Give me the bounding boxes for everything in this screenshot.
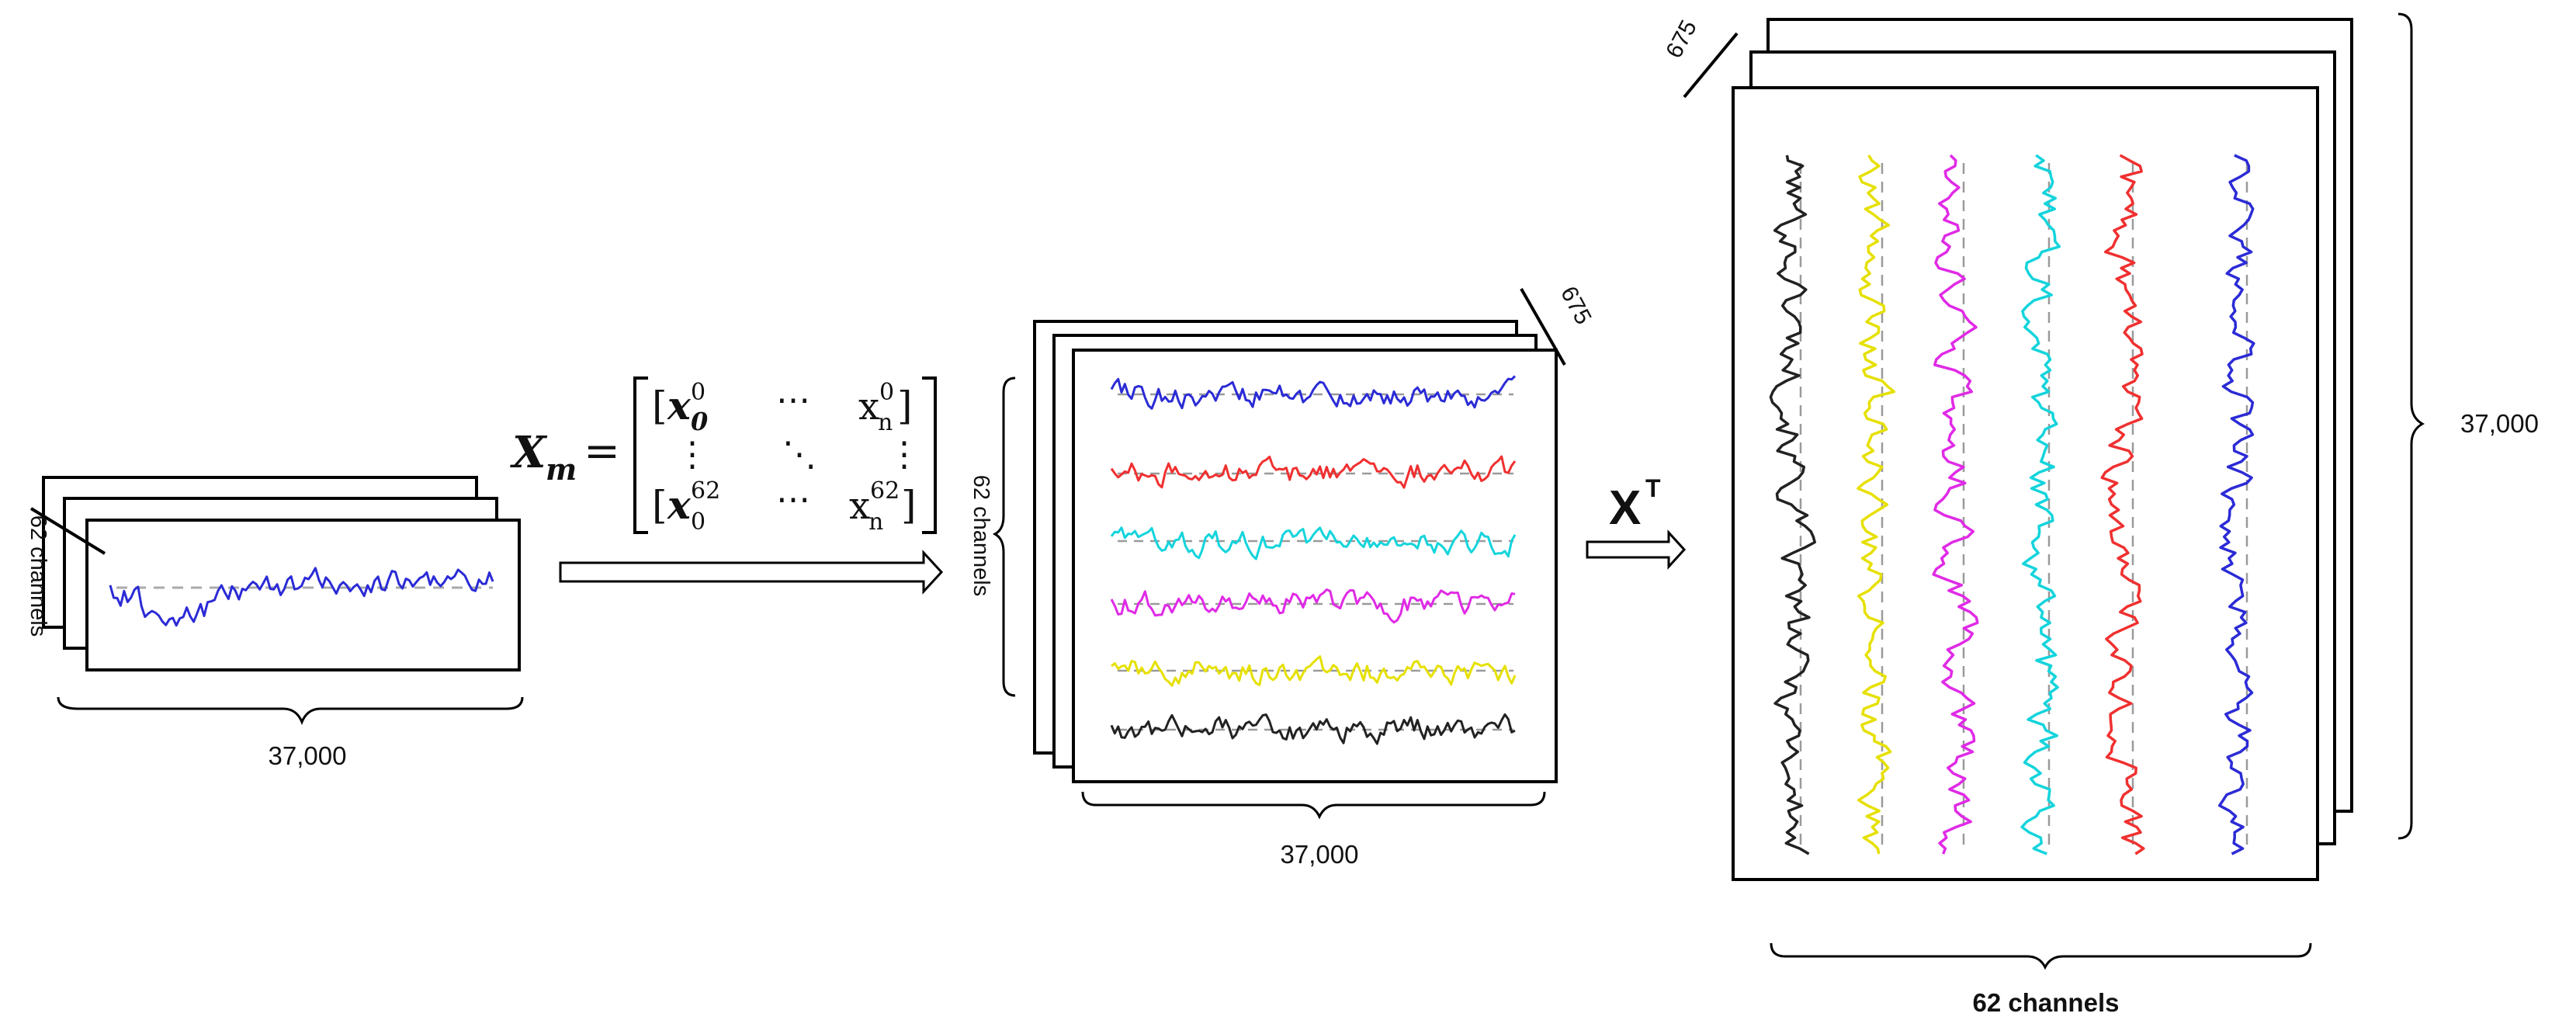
panel2-trace-yellow [1111, 655, 1517, 687]
r0c0-sub: 0 [691, 407, 708, 436]
panel2-trace-magenta [1110, 588, 1516, 624]
panel1-brace [57, 696, 524, 725]
panel3-depth-tick [1683, 32, 1739, 99]
panel3-trace-cyan [2020, 154, 2061, 855]
r0c0-sup: 0 [691, 379, 706, 406]
panel3-trace-blue [2217, 154, 2255, 855]
panel3-front-sheet [1732, 86, 2319, 881]
matrix-right-bracket [922, 376, 937, 534]
panel2-front-sheet [1072, 349, 1558, 783]
panel2-trace-cyan [1110, 526, 1517, 560]
row2-open-bracket: [ [652, 483, 667, 528]
panel1: 62 channels 37,000 [26, 476, 524, 770]
eq-lhs: X [510, 427, 548, 478]
panel2-depth-label: 675 [1555, 283, 1597, 329]
r2c1: ⋯ [776, 480, 810, 519]
panel3-bottom-brace [1770, 942, 2312, 970]
panel2-trace-red [1110, 455, 1517, 489]
r2c2-base: x [849, 484, 870, 528]
panel3-trace-yellow [1857, 154, 1896, 855]
row0-close-bracket: ] [897, 383, 913, 429]
panel1-channels-label: 62 channels [26, 515, 50, 637]
panel3: 675 37,000 62 channels [1661, 12, 2539, 1017]
matrix-equation: X m = [ x 0 0 ⋯ x n 0 ] ⋮ ⋱ ⋮ [ x 0 62 ⋯… [510, 376, 937, 536]
r2c0-base: x [667, 482, 692, 528]
panel2-trace-blue [1110, 375, 1517, 410]
row2-close-bracket: ] [901, 483, 917, 528]
panel2-length-label: 37,000 [1281, 840, 1359, 869]
r0c2-sub: n [878, 409, 893, 436]
panel1-eeg-signal [109, 567, 494, 627]
eq-lhs-subscript: m [546, 452, 577, 487]
r2c2-sub: n [868, 508, 883, 536]
panel2-signals [1110, 375, 1517, 745]
r0c0-base: x [667, 383, 692, 429]
panel1-depth-tick [29, 507, 106, 555]
panel2-depth-tick [1520, 288, 1566, 366]
panel3-height-label: 37,000 [2460, 409, 2539, 438]
panel2: 675 62 channels 37,000 [969, 283, 1597, 869]
panel1-length-label: 37,000 [269, 741, 347, 770]
r2c0-sub: 0 [691, 508, 706, 536]
r0c2-base: x [858, 385, 879, 429]
arrow-icon [1586, 529, 1687, 570]
r1c2: ⋮ [887, 435, 921, 474]
r0c2-sup: 0 [879, 379, 894, 406]
panel3-depth-label: 675 [1661, 16, 1702, 63]
panel2-trace-black [1110, 713, 1516, 745]
panel3-trace-black [1769, 154, 1816, 855]
panel2-bottom-brace [1081, 791, 1546, 820]
transpose-base: X [1609, 481, 1641, 535]
r2c0-sup: 62 [691, 477, 720, 505]
panel3-trace-magenta [1932, 154, 1979, 855]
r1c1: ⋱ [782, 435, 816, 474]
panel2-channels-label: 62 channels [969, 475, 993, 596]
matrix-left-bracket [633, 376, 648, 534]
panel1-front-sheet [85, 519, 521, 671]
r2c2-sup: 62 [870, 477, 900, 505]
panel3-channels-label: 62 channels [1973, 988, 2120, 1017]
eq-equals: = [584, 426, 620, 477]
row0-open-bracket: [ [652, 383, 667, 429]
panel3-signals [1769, 154, 2255, 855]
transpose-sup: T [1645, 474, 1661, 502]
panel2-left-brace [992, 376, 1016, 697]
arrow-icon [559, 550, 944, 595]
r0c1: ⋯ [776, 380, 810, 420]
r1c0: ⋮ [675, 435, 709, 474]
panel3-trace-red [2100, 154, 2145, 855]
panel3-right-brace [2397, 12, 2425, 840]
